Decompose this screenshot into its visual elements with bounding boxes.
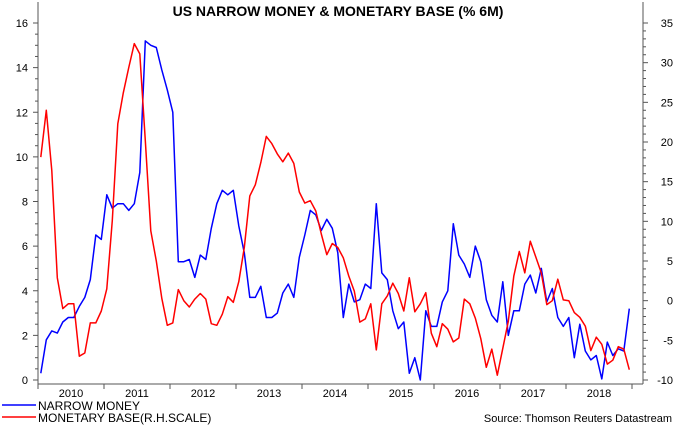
x-tick-label: 2011: [125, 388, 149, 400]
left-tick-label: 6: [22, 241, 28, 253]
series-lines: [40, 40, 631, 381]
x-tick-label: 2015: [389, 388, 413, 400]
right-tick-label: 25: [661, 97, 673, 109]
source-note: Source: Thomson Reuters Datastream: [484, 413, 672, 425]
right-tick-label: 35: [661, 18, 673, 30]
right-tick-label: 20: [661, 137, 673, 149]
right-tick-label: 5: [667, 256, 673, 268]
right-tick-label: -5: [663, 335, 673, 347]
left-tick-label: 4: [22, 286, 28, 298]
right-tick-label: 0: [667, 296, 673, 308]
chart-title: US NARROW MONEY & MONETARY BASE (% 6M): [173, 3, 504, 19]
x-tick-label: 2014: [323, 388, 347, 400]
x-tick-label: 2012: [191, 388, 215, 400]
x-tick-label: 2010: [59, 388, 83, 400]
left-tick-label: 10: [16, 152, 28, 164]
right-tick-label: 10: [661, 216, 673, 228]
left-tick-label: 12: [16, 107, 28, 119]
series-line-monetary-base: [40, 42, 631, 376]
series-line-narrow-money: [40, 40, 631, 381]
x-tick-label: 2013: [257, 388, 281, 400]
legend: NARROW MONEY MONETARY BASE(R.H.SCALE): [2, 399, 211, 425]
left-tick-label: 14: [16, 63, 28, 75]
legend-label-monetary-base: MONETARY BASE(R.H.SCALE): [38, 411, 211, 425]
right-tick-label: 30: [661, 58, 673, 70]
x-tick-label: 2017: [521, 388, 545, 400]
right-tick-label: 15: [661, 177, 673, 189]
x-tick-label: 2016: [455, 388, 479, 400]
left-tick-label: 2: [22, 330, 28, 342]
right-tick-label: -10: [657, 375, 673, 387]
legend-label-narrow-money: NARROW MONEY: [38, 399, 140, 413]
x-tick-label: 2018: [587, 388, 611, 400]
left-tick-label: 0: [22, 375, 28, 387]
left-tick-label: 16: [16, 18, 28, 30]
axes: 0 2 4 6 8 10 12 14 16 -10 -5 0 5 10 15 20 25 30 35 2010 2011…: [16, 2, 673, 400]
left-tick-label: 8: [22, 197, 28, 209]
